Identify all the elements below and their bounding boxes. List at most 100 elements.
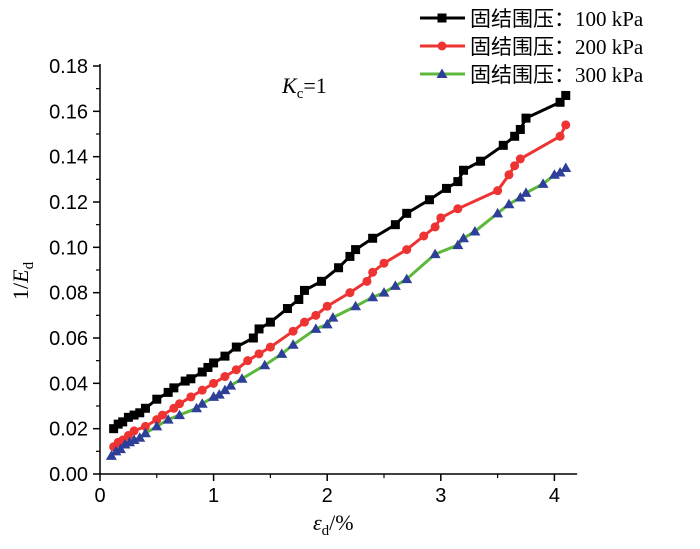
- data-point: [163, 387, 173, 397]
- data-point: [351, 245, 361, 255]
- data-point: [129, 410, 139, 420]
- data-point: [362, 276, 372, 286]
- data-point: [521, 113, 531, 123]
- legend-label: 固结围压：100 kPa: [470, 7, 644, 31]
- data-point: [537, 178, 549, 188]
- data-point: [368, 233, 378, 243]
- data-point: [429, 248, 441, 259]
- y-tick-label: 0.18: [49, 56, 88, 78]
- data-point: [282, 304, 292, 314]
- data-point: [236, 373, 248, 383]
- data-point: [157, 410, 167, 420]
- data-point: [209, 358, 219, 368]
- data-point: [209, 378, 219, 388]
- data-point: [419, 231, 429, 241]
- data-point: [118, 417, 128, 427]
- data-point: [441, 183, 451, 193]
- data-point: [402, 245, 412, 255]
- data-point: [265, 317, 275, 327]
- y-tick-label: 0.06: [49, 328, 88, 350]
- y-tick-label: 0.12: [49, 192, 88, 214]
- data-point: [430, 222, 440, 232]
- data-point: [458, 232, 470, 243]
- data-point: [401, 273, 413, 284]
- axes: [93, 64, 578, 481]
- data-point: [139, 427, 151, 438]
- data-point: [504, 170, 514, 180]
- plot-area: [105, 90, 572, 460]
- legend-marker: [436, 68, 448, 78]
- data-point: [555, 131, 565, 141]
- x-tick-label: 4: [549, 485, 560, 507]
- kc-annotation: Kc=1: [281, 73, 327, 102]
- data-point: [311, 310, 321, 320]
- data-point: [390, 220, 400, 230]
- data-point: [368, 267, 378, 277]
- legend-label: 固结围压：200 kPa: [470, 35, 644, 59]
- data-point: [436, 213, 446, 223]
- x-tick-label: 1: [208, 485, 219, 507]
- data-point: [140, 421, 150, 431]
- y-tick-label: 0.16: [49, 101, 88, 123]
- data-point: [109, 424, 119, 434]
- data-point: [152, 394, 162, 404]
- data-point: [350, 300, 362, 311]
- data-point: [424, 195, 434, 205]
- y-axis-label: 1/Ed: [8, 261, 37, 300]
- data-point: [560, 162, 572, 172]
- data-point: [469, 225, 481, 236]
- data-point: [561, 120, 571, 130]
- data-point: [135, 408, 145, 418]
- y-tick-label: 0.10: [49, 237, 88, 259]
- data-point: [254, 324, 264, 334]
- data-point: [514, 191, 526, 202]
- data-point: [129, 426, 139, 436]
- data-point: [334, 263, 344, 273]
- data-point: [310, 323, 322, 333]
- y-tick-label: 0.00: [49, 464, 88, 486]
- tick-labels: 0 1 2 3 4 0.00 0.02 0.04 0.06 0.08 0.10 0.12 0.14 0.1…: [49, 56, 560, 507]
- data-point: [186, 374, 196, 384]
- legend-marker: [437, 41, 447, 51]
- data-point: [503, 198, 515, 209]
- data-point: [191, 402, 203, 413]
- data-point: [379, 258, 389, 268]
- data-point: [243, 356, 253, 366]
- x-tick-label: 2: [322, 485, 333, 507]
- data-point: [520, 187, 532, 197]
- data-point: [203, 362, 213, 372]
- data-point: [321, 318, 333, 329]
- legend-item-2: 固结围压：200 kPa: [420, 35, 644, 59]
- legend-marker: [437, 13, 447, 23]
- data-point: [265, 342, 275, 352]
- data-point: [515, 154, 525, 164]
- legend: 固结围压：100 kPa 固结围压：200 kPa 固结围压：300 kPa: [420, 7, 644, 87]
- data-point: [389, 280, 401, 290]
- series-line: [112, 124, 568, 448]
- data-point: [378, 287, 390, 297]
- data-point: [162, 414, 174, 424]
- data-point: [259, 359, 271, 370]
- data-point: [113, 419, 123, 429]
- data-point: [123, 412, 133, 422]
- y-tick-label: 0.04: [49, 373, 88, 395]
- data-point: [492, 207, 504, 218]
- data-point: [554, 167, 566, 177]
- data-point: [140, 403, 150, 413]
- data-point: [196, 398, 208, 408]
- y-tick-label: 0.02: [49, 419, 88, 441]
- data-point: [220, 351, 230, 361]
- y-tick-label: 0.14: [49, 147, 88, 169]
- data-point: [175, 399, 185, 409]
- x-tick-label: 0: [94, 485, 105, 507]
- data-point: [231, 342, 241, 352]
- data-point: [254, 349, 264, 359]
- data-point: [367, 291, 379, 302]
- x-tick-label: 3: [435, 485, 446, 507]
- data-point: [231, 365, 241, 375]
- data-point: [476, 156, 486, 166]
- data-point: [515, 124, 525, 134]
- series-2: [109, 120, 571, 452]
- data-point: [498, 140, 508, 150]
